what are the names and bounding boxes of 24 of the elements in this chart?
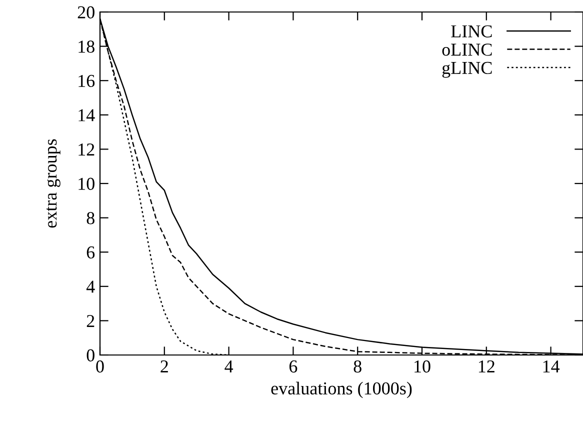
y-tick-label: 14 xyxy=(78,109,95,122)
x-tick-label: 2 xyxy=(160,360,168,372)
x-tick-label: 6 xyxy=(289,360,298,373)
x-tick-label: 4 xyxy=(224,360,234,372)
x-tick-label: 14 xyxy=(543,360,560,372)
y-tick-label: 8 xyxy=(86,212,94,224)
y-tick-label: 6 xyxy=(86,246,95,259)
y-tick-label: 0 xyxy=(86,349,94,362)
x-axis-title: evaluations (1000s) xyxy=(271,382,412,398)
y-tick-label: 10 xyxy=(78,178,94,190)
y-axis-title: extra groups xyxy=(46,139,60,228)
y-tick-label: 2 xyxy=(86,315,94,327)
legend-label: LINC xyxy=(451,25,492,38)
y-tick-label: 20 xyxy=(78,6,94,18)
legend-label: oLINC xyxy=(442,44,492,56)
y-tick-label: 4 xyxy=(86,280,95,293)
y-tick-label: 16 xyxy=(78,74,95,88)
y-tick-label: 12 xyxy=(78,144,94,156)
x-tick-label: 12 xyxy=(478,360,494,372)
x-tick-label: 8 xyxy=(354,360,362,373)
legend-label: gLINC xyxy=(442,62,492,78)
y-tick-label: 18 xyxy=(78,40,94,53)
x-tick-label: 0 xyxy=(96,360,104,373)
x-tick-label: 10 xyxy=(414,360,430,373)
